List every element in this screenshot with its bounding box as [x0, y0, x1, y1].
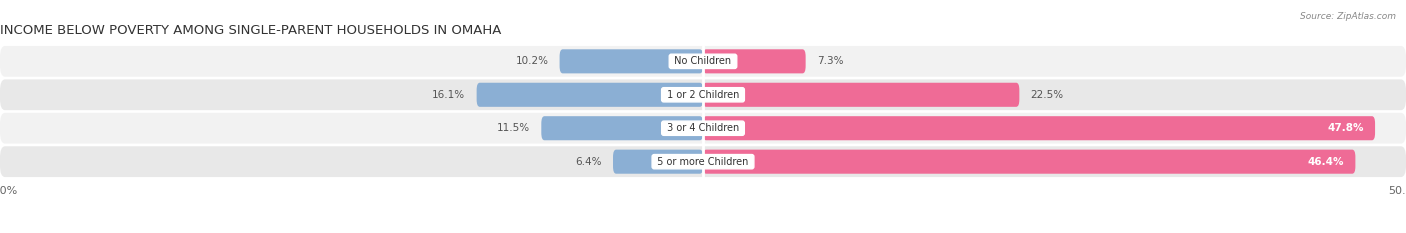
- Text: 47.8%: 47.8%: [1327, 123, 1364, 133]
- FancyBboxPatch shape: [703, 150, 1355, 174]
- Text: 1 or 2 Children: 1 or 2 Children: [664, 90, 742, 100]
- Text: 11.5%: 11.5%: [496, 123, 530, 133]
- Text: 16.1%: 16.1%: [432, 90, 465, 100]
- FancyBboxPatch shape: [0, 113, 1406, 144]
- FancyBboxPatch shape: [0, 46, 1406, 77]
- FancyBboxPatch shape: [613, 150, 703, 174]
- FancyBboxPatch shape: [0, 79, 1406, 110]
- Text: INCOME BELOW POVERTY AMONG SINGLE-PARENT HOUSEHOLDS IN OMAHA: INCOME BELOW POVERTY AMONG SINGLE-PARENT…: [0, 24, 502, 37]
- FancyBboxPatch shape: [477, 83, 703, 107]
- FancyBboxPatch shape: [0, 146, 1406, 177]
- Text: 7.3%: 7.3%: [817, 56, 844, 66]
- Text: No Children: No Children: [672, 56, 734, 66]
- FancyBboxPatch shape: [541, 116, 703, 140]
- Text: 46.4%: 46.4%: [1308, 157, 1344, 167]
- Text: Source: ZipAtlas.com: Source: ZipAtlas.com: [1301, 12, 1396, 21]
- Text: 10.2%: 10.2%: [516, 56, 548, 66]
- Text: 5 or more Children: 5 or more Children: [654, 157, 752, 167]
- FancyBboxPatch shape: [703, 83, 1019, 107]
- Text: 6.4%: 6.4%: [575, 157, 602, 167]
- FancyBboxPatch shape: [560, 49, 703, 73]
- Text: 3 or 4 Children: 3 or 4 Children: [664, 123, 742, 133]
- Legend: Single Father, Single Mother: Single Father, Single Mother: [600, 230, 806, 233]
- Text: 22.5%: 22.5%: [1031, 90, 1064, 100]
- FancyBboxPatch shape: [703, 49, 806, 73]
- FancyBboxPatch shape: [703, 116, 1375, 140]
